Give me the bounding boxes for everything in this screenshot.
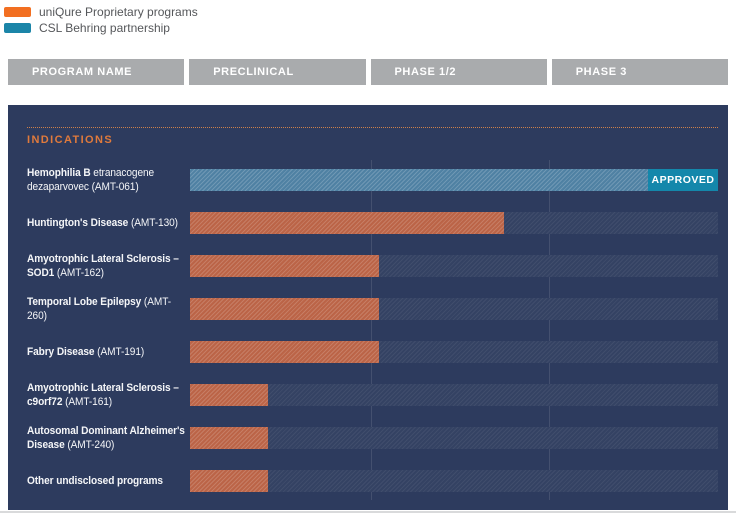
program-name-bold: Temporal Lobe Epilepsy — [27, 296, 142, 308]
program-label: Temporal Lobe Epilepsy (AMT-260) — [27, 295, 185, 323]
legend: uniQure Proprietary programs CSL Behring… — [4, 4, 198, 36]
proprietary-swatch-icon — [4, 7, 31, 17]
partnership-swatch-icon — [4, 23, 31, 33]
progress-bar: APPROVED — [190, 169, 718, 191]
program-label: Hemophilia B etranacogene dezaparvovec (… — [27, 166, 185, 194]
program-name-bold: Amyotrophic Lateral Sclerosis – SOD1 — [27, 253, 179, 279]
legend-label: CSL Behring partnership — [39, 21, 170, 35]
progress-bar — [190, 298, 379, 320]
approved-badge: APPROVED — [648, 169, 718, 191]
program-row: Amyotrophic Lateral Sclerosis – c9orf72 … — [8, 381, 728, 409]
program-name-rest: (AMT-161) — [62, 396, 113, 408]
bottom-divider — [0, 511, 736, 513]
progress-track — [190, 255, 718, 277]
progress-track — [190, 341, 718, 363]
progress-track — [190, 427, 718, 449]
program-name-bold: Hemophilia B — [27, 167, 91, 179]
phase-header-row: PROGRAM NAME PRECLINICAL PHASE 1/2 PHASE… — [8, 59, 728, 85]
program-row: Huntington's Disease (AMT-130) — [8, 212, 728, 234]
program-row: Autosomal Dominant Alzheimer's Disease (… — [8, 424, 728, 452]
program-label: Autosomal Dominant Alzheimer's Disease (… — [27, 424, 185, 452]
progress-track — [190, 298, 718, 320]
progress-bar — [190, 212, 504, 234]
phase-divider — [371, 160, 372, 500]
program-label: Huntington's Disease (AMT-130) — [27, 216, 185, 230]
progress-bar — [190, 341, 379, 363]
program-name-bold: Other undisclosed programs — [27, 475, 163, 487]
header-cell-preclinical: PRECLINICAL — [189, 59, 366, 85]
pipeline-panel: INDICATIONS Hemophilia B etranacogene de… — [8, 105, 728, 510]
progress-track: APPROVED — [190, 169, 718, 191]
program-name-rest: (AMT-240) — [64, 439, 115, 451]
program-label: Amyotrophic Lateral Sclerosis – SOD1 (AM… — [27, 252, 185, 280]
program-row: Amyotrophic Lateral Sclerosis – SOD1 (AM… — [8, 252, 728, 280]
progress-bar — [190, 255, 379, 277]
progress-bar — [190, 470, 268, 492]
progress-bar — [190, 427, 268, 449]
program-row: Hemophilia B etranacogene dezaparvovec (… — [8, 166, 728, 194]
program-row: Other undisclosed programs — [8, 470, 728, 492]
progress-track — [190, 384, 718, 406]
program-row: Temporal Lobe Epilepsy (AMT-260) — [8, 295, 728, 323]
header-cell-phase-3: PHASE 3 — [551, 59, 728, 85]
indications-dotted-rule — [27, 127, 718, 128]
header-cell-phase-1-2: PHASE 1/2 — [370, 59, 547, 85]
program-row: Fabry Disease (AMT-191) — [8, 341, 728, 363]
program-name-bold: Autosomal Dominant Alzheimer's Disease — [27, 425, 185, 451]
program-name-rest: (AMT-260) — [27, 296, 172, 322]
program-name-bold: Fabry Disease — [27, 346, 95, 358]
program-name-bold: Huntington's Disease — [27, 217, 129, 229]
header-cell-program-name: PROGRAM NAME — [8, 59, 185, 85]
program-name-rest: (AMT-162) — [54, 267, 104, 279]
progress-track — [190, 212, 718, 234]
program-name-rest: (AMT-130) — [128, 217, 178, 229]
progress-track — [190, 470, 718, 492]
phase-divider — [549, 160, 550, 500]
progress-bar — [190, 384, 268, 406]
program-name-rest: (AMT-191) — [94, 346, 145, 358]
legend-item-proprietary: uniQure Proprietary programs — [4, 4, 198, 20]
program-label: Other undisclosed programs — [27, 474, 185, 488]
program-label: Amyotrophic Lateral Sclerosis – c9orf72 … — [27, 381, 185, 409]
program-label: Fabry Disease (AMT-191) — [27, 345, 185, 359]
legend-item-partnership: CSL Behring partnership — [4, 20, 198, 36]
program-name-rest: etranacogene dezaparvovec (AMT-061) — [27, 167, 155, 193]
indications-title: INDICATIONS — [27, 134, 114, 146]
legend-label: uniQure Proprietary programs — [39, 5, 198, 19]
program-name-bold: Amyotrophic Lateral Sclerosis – c9orf72 — [27, 382, 179, 408]
